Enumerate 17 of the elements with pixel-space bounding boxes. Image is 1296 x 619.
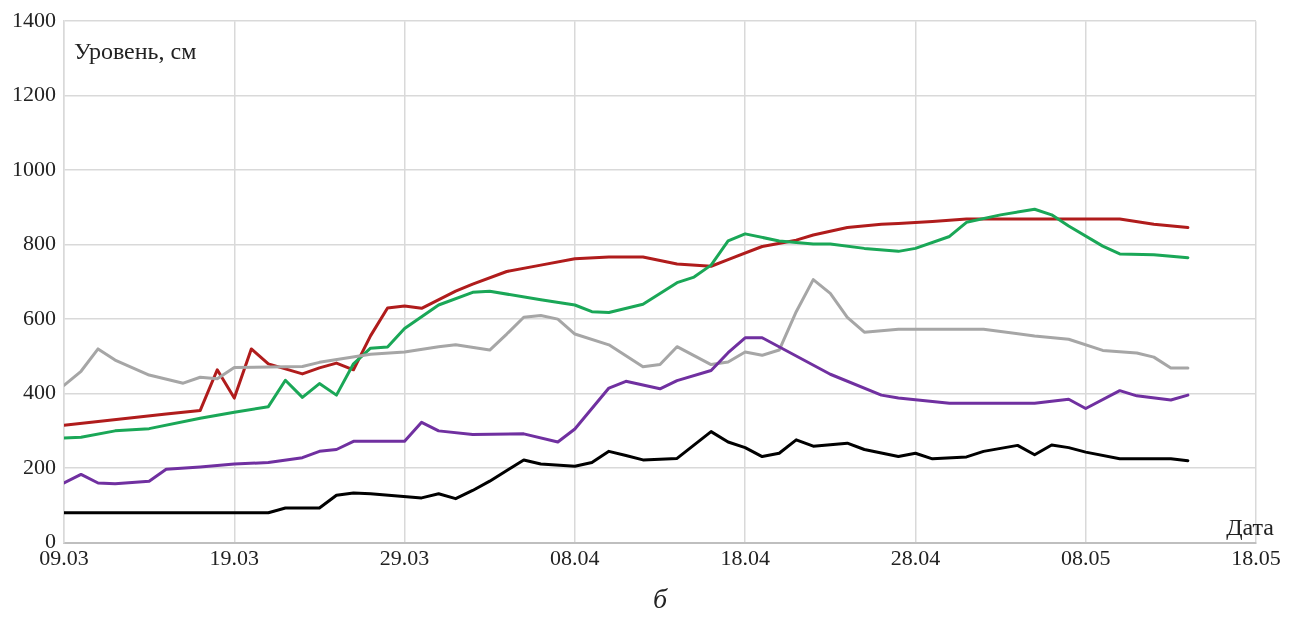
y-tick-label: 800 bbox=[23, 230, 56, 256]
y-tick-label: 200 bbox=[23, 453, 56, 479]
x-axis-title: Дата bbox=[1226, 513, 1275, 540]
y-axis-title: Уровень, см bbox=[74, 38, 197, 65]
x-tick-label: 08.05 bbox=[1060, 544, 1111, 570]
x-tick-label: 19.03 bbox=[209, 544, 260, 570]
x-tick-label: 08.04 bbox=[550, 544, 600, 570]
y-tick-label: 1000 bbox=[12, 155, 56, 181]
y-tick-label: 600 bbox=[23, 304, 56, 330]
y-tick-label: 1400 bbox=[12, 6, 56, 32]
text: б bbox=[652, 583, 668, 615]
y-tick-label: 1200 bbox=[12, 81, 56, 107]
x-tick-label: 18.05 bbox=[1231, 544, 1281, 570]
x-tick-label: 28.04 bbox=[890, 544, 941, 570]
x-tick-label: 29.03 bbox=[379, 544, 430, 570]
x-tick-label: 18.04 bbox=[720, 544, 770, 570]
y-tick-label: 400 bbox=[23, 379, 56, 405]
